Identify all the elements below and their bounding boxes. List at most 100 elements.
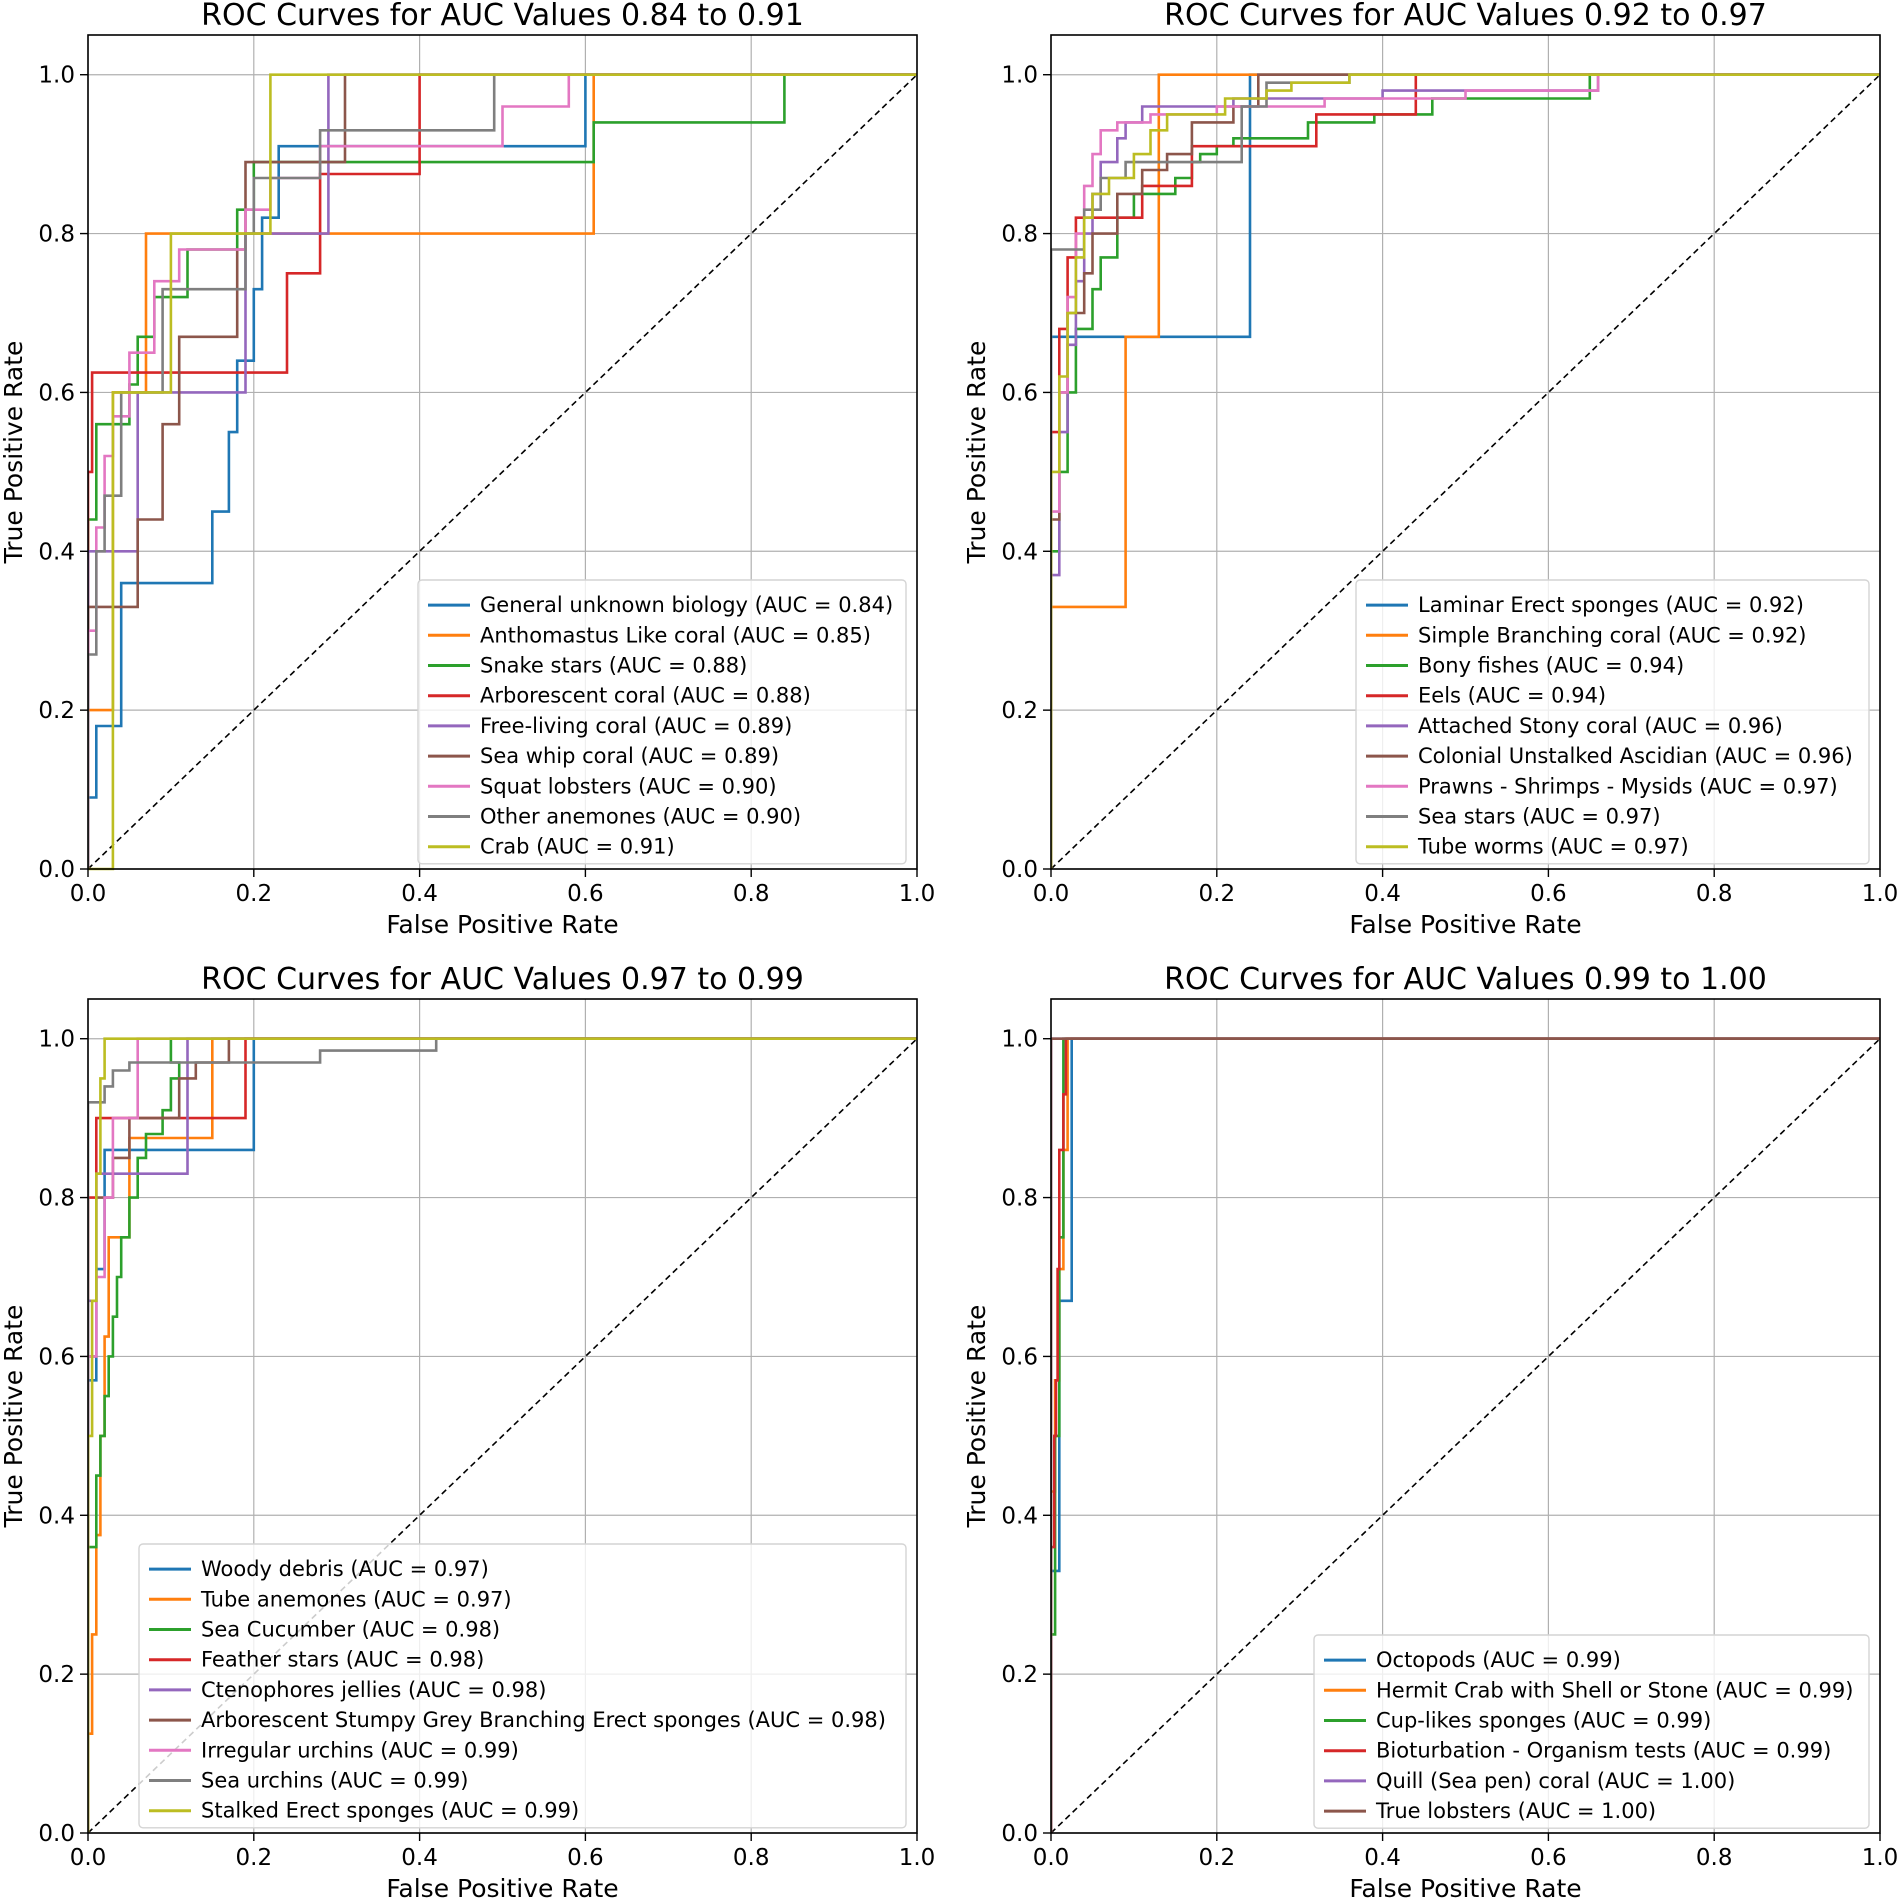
x-tick-label: 0.6 (1530, 881, 1567, 907)
legend-label: Arborescent Stumpy Grey Branching Erect … (201, 1708, 886, 1732)
x-tick-label: 1.0 (1862, 1845, 1899, 1871)
y-tick-label: 0.4 (38, 539, 75, 565)
y-axis-label: True Positive Rate (0, 341, 28, 565)
legend-label: Arborescent coral (AUC = 0.88) (480, 684, 811, 708)
legend-box (417, 579, 907, 865)
y-tick-label: 0.0 (1001, 1821, 1038, 1847)
legend-label: Colonial Unstalked Ascidian (AUC = 0.96) (1418, 744, 1853, 768)
y-tick-label: 1.0 (38, 63, 75, 89)
legend-label: Hermit Crab with Shell or Stone (AUC = 0… (1376, 1678, 1853, 1702)
legend-label: Laminar Erect sponges (AUC = 0.92) (1418, 593, 1804, 617)
legend-box (1355, 579, 1870, 865)
legend-label: Snake stars (AUC = 0.88) (480, 654, 747, 678)
x-axis-label: False Positive Rate (386, 1874, 618, 1899)
y-tick-label: 0.4 (38, 1503, 75, 1529)
legend-label: Sea urchins (AUC = 0.99) (201, 1769, 468, 1793)
roc-curve-series-4 (88, 73, 917, 869)
x-tick-label: 0.0 (1033, 881, 1070, 907)
roc-curve-series-4 (1051, 73, 1880, 869)
x-tick-label: 1.0 (899, 1845, 936, 1871)
x-tick-label: 0.4 (401, 1845, 438, 1871)
roc-curve-series-7 (88, 1037, 917, 1833)
legend-box (1313, 1634, 1870, 1829)
chart-title: ROC Curves for AUC Values 0.99 to 1.00 (1164, 962, 1767, 997)
x-tick-label: 0.4 (1364, 1845, 1401, 1871)
roc-curve-series-4 (1051, 1037, 1880, 1833)
x-tick-label: 1.0 (1862, 881, 1899, 907)
chart-title: ROC Curves for AUC Values 0.92 to 0.97 (1164, 0, 1767, 33)
y-tick-label: 0.0 (38, 1821, 75, 1847)
legend-label: Cup-likes sponges (AUC = 0.99) (1376, 1709, 1711, 1733)
legend-label: Sea stars (AUC = 0.97) (1418, 805, 1661, 829)
legend-label: Irregular urchins (AUC = 0.99) (201, 1738, 519, 1762)
legend-label: Crab (AUC = 0.91) (480, 835, 675, 859)
roc-curve-series-2 (1051, 73, 1880, 869)
legend-label: Octopods (AUC = 0.99) (1376, 1648, 1621, 1672)
legend: Octopods (AUC = 0.99) Hermit Crab with Sh… (1313, 1634, 1870, 1829)
x-tick-label: 0.0 (70, 881, 107, 907)
roc-curve-series-9 (88, 1037, 917, 1833)
x-tick-label: 0.8 (733, 1845, 770, 1871)
roc-curve-series-6 (88, 73, 917, 869)
y-axis-label: True Positive Rate (962, 341, 991, 565)
x-tick-label: 0.2 (236, 881, 273, 907)
chart-title: ROC Curves for AUC Values 0.84 to 0.91 (201, 0, 804, 33)
y-tick-label: 0.8 (38, 222, 75, 248)
x-tick-label: 0.6 (1530, 1845, 1567, 1871)
legend-label: Ctenophores jellies (AUC = 0.98) (201, 1678, 546, 1702)
legend-label: Bioturbation - Organism tests (AUC = 0.9… (1376, 1739, 1831, 1763)
chart-title: ROC Curves for AUC Values 0.97 to 0.99 (201, 962, 804, 997)
x-tick-label: 0.0 (1033, 1845, 1070, 1871)
y-tick-label: 0.2 (1001, 698, 1038, 724)
y-tick-label: 1.0 (1001, 63, 1038, 89)
legend-label: Anthomastus Like coral (AUC = 0.85) (480, 623, 871, 647)
legend: Laminar Erect sponges (AUC = 0.92) Simple… (1355, 579, 1870, 865)
y-tick-label: 0.6 (38, 1344, 75, 1370)
legend-label: Simple Branching coral (AUC = 0.92) (1418, 623, 1807, 647)
roc-curve-series-3 (1051, 73, 1880, 869)
axes-frame (1050, 998, 1881, 1834)
y-tick-label: 0.8 (1001, 222, 1038, 248)
y-tick-label: 0.2 (38, 698, 75, 724)
x-tick-label: 1.0 (899, 881, 936, 907)
chance-diagonal-line (87, 74, 918, 870)
y-axis-label: True Positive Rate (0, 1305, 28, 1529)
roc-curve-series-9 (1051, 73, 1880, 869)
roc-curve-series-8 (88, 1037, 917, 1833)
axes-frame (1050, 34, 1881, 870)
chart-panel-2: 0.0 0.2 0.4 0.6 0.8 1.0 0.0 0.2 0.4 0.6 0.8 1.0 ROC … (962, 0, 1898, 939)
legend-box (138, 1543, 907, 1829)
axes-frame (87, 998, 918, 1834)
legend-label: Feather stars (AUC = 0.98) (201, 1648, 484, 1672)
legend-label: Other anemones (AUC = 0.90) (480, 805, 801, 829)
x-tick-label: 0.4 (1364, 881, 1401, 907)
axes-frame (87, 34, 918, 870)
legend-label: Free-living coral (AUC = 0.89) (480, 714, 792, 738)
chart-panel-4: 0.0 0.2 0.4 0.6 0.8 1.0 0.0 0.2 0.4 0.6 0.8 1.0 ROC … (962, 962, 1899, 1903)
roc-curve-series-1 (88, 73, 917, 869)
x-axis-label: False Positive Rate (1349, 1874, 1581, 1899)
chance-diagonal-line (1050, 1038, 1881, 1834)
chart-panel-1: 0.0 0.2 0.4 0.6 0.8 1.0 0.0 0.2 0.4 0.6 0.8 1.0 ROC … (0, 0, 935, 939)
x-tick-label: 0.6 (567, 881, 604, 907)
x-tick-label: 0.2 (236, 1845, 273, 1871)
x-tick-label: 0.0 (70, 1845, 107, 1871)
x-tick-label: 0.4 (401, 881, 438, 907)
y-tick-label: 0.8 (1001, 1186, 1038, 1212)
y-tick-label: 0.0 (1001, 857, 1038, 883)
roc-curve-series-6 (1051, 1037, 1880, 1833)
legend-label: Sea Cucumber (AUC = 0.98) (201, 1618, 500, 1642)
y-tick-label: 1.0 (38, 1027, 75, 1053)
y-tick-label: 0.8 (38, 1186, 75, 1212)
roc-curve-series-8 (88, 73, 917, 869)
legend-label: Sea whip coral (AUC = 0.89) (480, 744, 779, 768)
legend: General unknown biology (AUC = 0.84) Anth… (417, 579, 907, 865)
x-tick-label: 0.8 (1696, 1845, 1733, 1871)
x-tick-label: 0.8 (733, 881, 770, 907)
roc-curve-series-3 (88, 1037, 917, 1833)
x-axis-label: False Positive Rate (386, 910, 618, 939)
y-axis-label: True Positive Rate (962, 1305, 991, 1529)
y-tick-label: 0.4 (1001, 1503, 1038, 1529)
